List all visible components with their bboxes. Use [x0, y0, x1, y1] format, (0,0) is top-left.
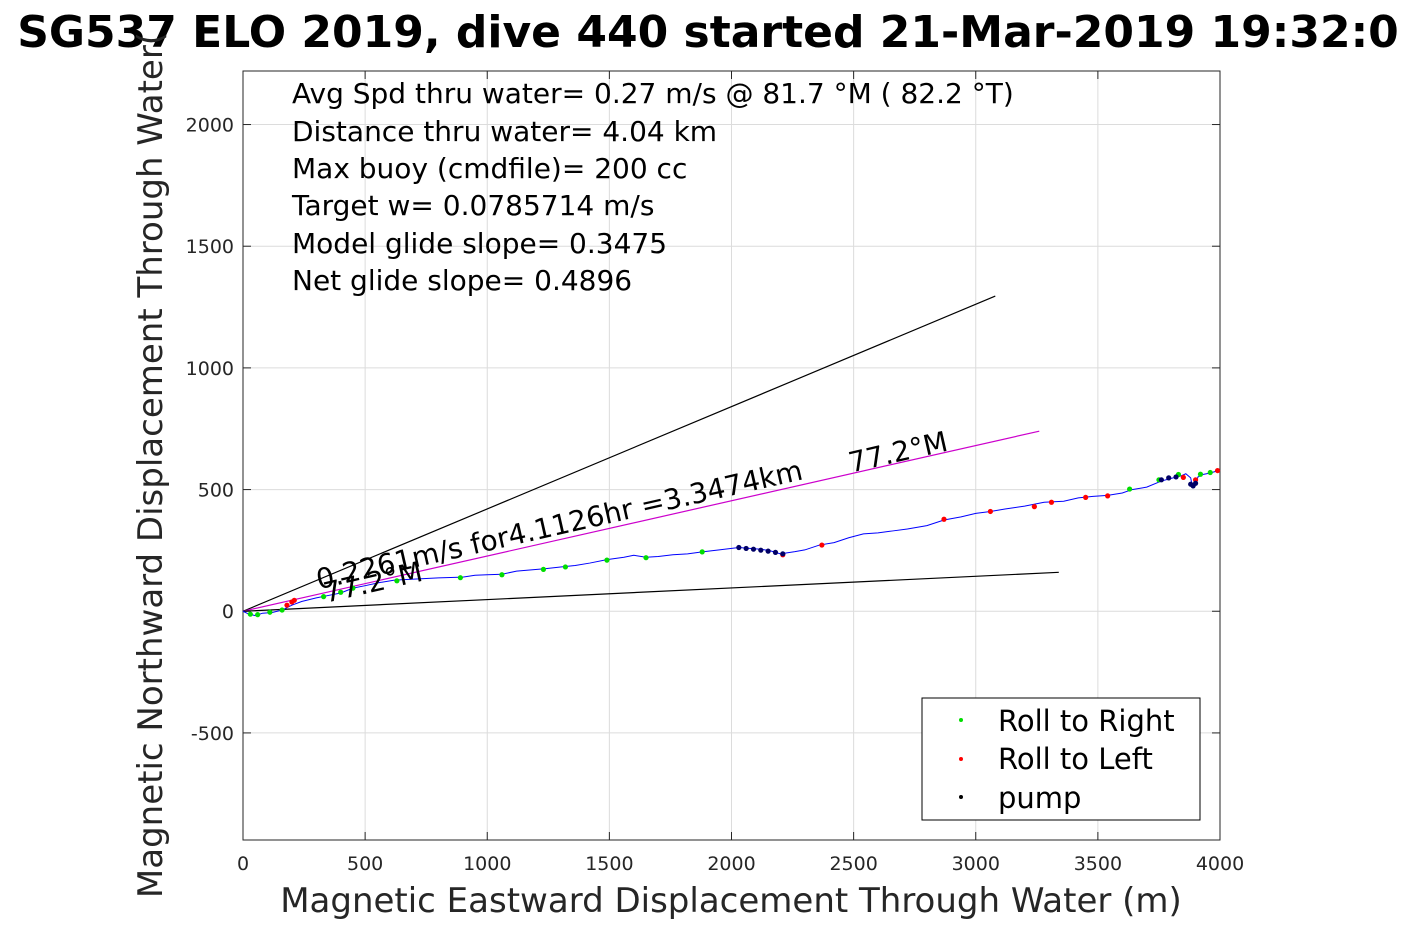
point-roll-to-right	[247, 611, 253, 617]
info-box: Avg Spd thru water= 0.27 m/s @ 81.7 °M (…	[291, 77, 1014, 297]
legend-marker-roll-left	[959, 757, 963, 761]
point-roll-to-left	[1180, 474, 1186, 481]
point-pump	[736, 544, 742, 551]
x-tick-label: 4000	[1196, 853, 1244, 875]
x-tick-label: 2500	[829, 853, 877, 875]
info-line-avg-speed: Avg Spd thru water= 0.27 m/s @ 81.7 °M (…	[292, 77, 1014, 110]
legend-box	[921, 697, 1201, 821]
legend-marker-roll-right	[959, 718, 963, 722]
point-roll-to-right	[643, 555, 649, 561]
point-roll-to-left	[941, 516, 947, 522]
x-axis-label: Magnetic Eastward Displacement Through W…	[280, 881, 1182, 921]
legend-marker-pump	[959, 795, 963, 799]
info-line-net-glide: Net glide slope= 0.4896	[292, 264, 632, 297]
y-tick-label: 500	[198, 480, 234, 502]
point-roll-to-left	[987, 508, 994, 515]
x-tick-label: 0	[237, 853, 249, 875]
x-tick-label: 3500	[1074, 853, 1122, 875]
point-roll-to-right	[1127, 486, 1133, 492]
y-tick-label: 0	[222, 601, 234, 623]
y-tick-label: 2000	[186, 115, 234, 137]
x-tick-label: 500	[347, 853, 383, 875]
grid-layer	[242, 71, 1221, 840]
point-roll-to-right	[457, 575, 463, 581]
point-pump	[1173, 474, 1179, 480]
point-roll-to-right	[321, 594, 327, 600]
point-roll-to-right	[350, 585, 356, 591]
point-roll-to-right	[338, 589, 344, 595]
y-tick-label: 1500	[186, 236, 234, 258]
info-line-distance: Distance thru water= 4.04 km	[292, 115, 717, 148]
point-roll-to-right	[267, 609, 273, 615]
reference-lines	[242, 295, 1059, 612]
y-tick-label: 1000	[186, 358, 234, 380]
info-line-target-w: Target w= 0.0785714 m/s	[291, 189, 654, 222]
point-roll-to-left	[1214, 467, 1221, 474]
point-roll-to-left	[1031, 504, 1037, 510]
info-line-model-glide: Model glide slope= 0.3475	[292, 227, 667, 260]
point-roll-to-right	[499, 572, 505, 578]
point-roll-to-right	[394, 578, 400, 584]
reference-line-upper	[242, 295, 996, 612]
point-roll-to-right	[699, 549, 705, 555]
point-pump	[780, 551, 786, 557]
legend: Roll to Right Roll to Left pump	[921, 697, 1201, 821]
point-roll-to-right	[1197, 471, 1204, 477]
point-pump	[1192, 480, 1199, 486]
reference-line-current	[242, 430, 1040, 612]
point-roll-to-right	[279, 607, 285, 613]
points-layer	[247, 467, 1221, 618]
reference-line-lower	[242, 571, 1059, 612]
point-pump	[765, 548, 771, 554]
point-roll-to-right	[255, 612, 261, 618]
y-axis-label: Magnetic Northward Displacement Through …	[131, 32, 171, 898]
point-roll-to-right	[1207, 469, 1213, 476]
legend-label-roll-left: Roll to Left	[998, 742, 1153, 776]
point-roll-to-right	[604, 557, 610, 563]
point-roll-to-left	[1083, 494, 1089, 500]
y-tick-label: -500	[191, 723, 234, 745]
point-pump	[1166, 475, 1172, 481]
point-roll-to-left	[284, 602, 290, 608]
point-roll-to-right	[540, 566, 547, 572]
point-pump	[750, 546, 757, 552]
point-roll-to-left	[819, 542, 825, 548]
point-pump	[1158, 477, 1164, 483]
chart-title: SG537 ELO 2019, dive 440 started 21-Mar-…	[17, 7, 1399, 58]
x-tick-label: 3000	[952, 853, 1000, 875]
legend-label-roll-right: Roll to Right	[998, 704, 1175, 738]
x-tick-label: 2000	[707, 853, 755, 875]
point-roll-to-left	[291, 597, 297, 603]
legend-label-pump: pump	[998, 781, 1081, 815]
point-roll-to-left	[1105, 493, 1111, 499]
point-roll-to-right	[562, 564, 569, 570]
point-pump	[772, 549, 779, 555]
x-tick-label: 1000	[463, 853, 511, 875]
info-line-max-buoy: Max buoy (cmdfile)= 200 cc	[292, 152, 687, 185]
axis-layer: 0 500 1000 1500 2000 2500 3000 3500 4000 -500 0 500…	[186, 70, 1244, 875]
point-pump	[758, 547, 764, 553]
annotation-2: 77.2°M	[845, 425, 950, 479]
point-roll-to-left	[1048, 499, 1055, 505]
x-tick-label: 1500	[585, 853, 633, 875]
point-pump	[743, 545, 749, 552]
